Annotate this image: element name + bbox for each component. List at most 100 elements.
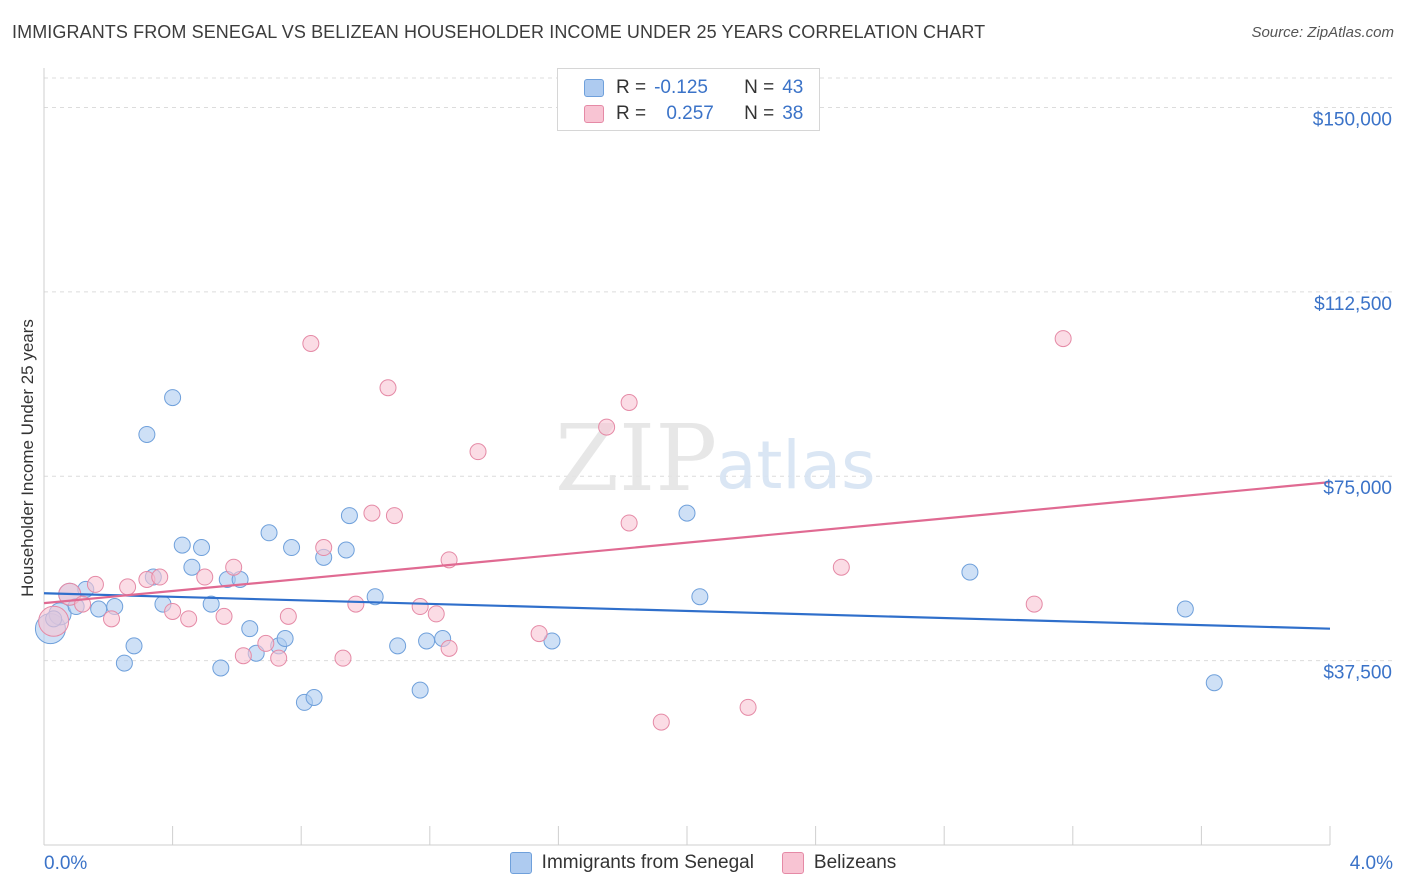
belizean-point	[334, 649, 352, 667]
senegal-point	[125, 637, 143, 655]
senegal-point	[173, 536, 191, 554]
senegal-swatch	[584, 79, 604, 97]
senegal-legend-swatch	[509, 852, 532, 874]
senegal-point	[202, 595, 220, 613]
watermark-atlas: atlas	[716, 427, 876, 504]
senegal-point	[283, 539, 301, 557]
y-tick-label: $112,500	[1314, 294, 1392, 315]
belizean-point	[1054, 330, 1072, 348]
senegal-point	[164, 389, 182, 407]
belizean-point	[196, 568, 214, 586]
y-tick-label: $150,000	[1313, 109, 1392, 130]
senegal-point	[1176, 600, 1194, 618]
legend-item-belizeans[interactable]: Belizeans	[781, 852, 897, 874]
senegal-point	[678, 504, 696, 522]
n-value: 43	[782, 77, 804, 98]
stats-row-belizeans: R = 0.257 N = 38	[584, 103, 803, 125]
trend-lines	[43, 481, 1331, 630]
watermark: ZIP atlas	[555, 405, 876, 512]
belizean-point	[257, 634, 275, 652]
senegal-point	[691, 588, 709, 606]
r-label: R =	[616, 77, 647, 98]
y-axis-label: Householder Income Under 25 years	[18, 319, 37, 597]
senegal-trend-line	[43, 592, 1331, 630]
chart-title: IMMIGRANTS FROM SENEGAL VS BELIZEAN HOUS…	[12, 22, 986, 42]
belizean-trend-line	[43, 481, 1331, 605]
belizean-point	[164, 602, 182, 620]
tick-labels: $37,500 $75,000 $112,500 $150,000 0.0% 4.0%	[44, 109, 1393, 874]
x-tick-label: 0.0%	[44, 853, 87, 874]
senegal-point	[543, 632, 561, 650]
belizean-point	[652, 713, 670, 731]
belizean-point	[119, 578, 137, 596]
belizean-point	[427, 605, 445, 623]
n-label: N =	[744, 103, 775, 124]
senegal-point	[340, 507, 358, 525]
belizean-point	[598, 418, 616, 436]
belizean-point	[225, 558, 243, 576]
senegal-point	[337, 541, 355, 559]
senegal-point	[138, 425, 156, 443]
stats-row-senegal: R = -0.125 N = 43	[584, 77, 803, 99]
belizean-point	[151, 568, 169, 586]
senegal-point	[212, 659, 230, 677]
series-legend: Immigrants from Senegal Belizeans	[0, 852, 1406, 874]
x-tick-label: 4.0%	[1350, 853, 1393, 874]
belizean-point	[832, 558, 850, 576]
belizean-point	[347, 595, 365, 613]
senegal-point	[305, 688, 323, 706]
belizeans-swatch	[584, 105, 604, 123]
senegal-point	[366, 588, 384, 606]
senegal-point	[389, 637, 407, 655]
belizean-point	[215, 607, 233, 625]
belizean-point	[1025, 595, 1043, 613]
belizean-point	[86, 575, 104, 593]
r-value: -0.125	[654, 77, 708, 98]
belizean-point	[385, 507, 403, 525]
belizean-point	[739, 698, 757, 716]
belizean-point	[620, 514, 638, 532]
n-value: 38	[782, 103, 804, 124]
belizean-point	[234, 647, 252, 665]
senegal-point	[193, 539, 211, 557]
grid-lines	[44, 77, 1395, 662]
y-tick-label: $37,500	[1323, 663, 1392, 684]
belizean-point	[620, 393, 638, 411]
stats-legend: R = -0.125 N = 43 R = 0.257 N = 38	[557, 68, 820, 131]
legend-label-belizeans: Belizeans	[813, 852, 897, 873]
r-value: 0.257	[666, 103, 714, 124]
belizean-point	[279, 607, 297, 625]
watermark-zip: ZIP	[555, 405, 717, 512]
belizean-point	[411, 598, 429, 616]
senegal-point	[260, 524, 278, 542]
belizeans-legend-swatch	[781, 852, 804, 874]
y-tick-label: $75,000	[1323, 478, 1392, 499]
data-points	[34, 330, 1223, 731]
belizean-point	[363, 504, 381, 522]
senegal-point	[961, 563, 979, 581]
belizean-point	[379, 379, 397, 397]
belizean-point	[38, 605, 70, 637]
senegal-point	[418, 632, 436, 650]
senegal-point	[115, 654, 133, 672]
belizean-point	[469, 443, 487, 461]
belizean-point	[530, 625, 548, 643]
r-label: R =	[616, 103, 647, 124]
n-label: N =	[744, 77, 775, 98]
senegal-point	[1205, 674, 1223, 692]
belizean-point	[315, 539, 333, 557]
senegal-point	[241, 620, 259, 638]
senegal-point	[276, 629, 294, 647]
belizean-point	[270, 649, 288, 667]
senegal-point	[411, 681, 429, 699]
belizean-point	[440, 639, 458, 657]
source-credit: Source: ZipAtlas.com	[1251, 24, 1394, 41]
belizean-point	[180, 610, 198, 628]
legend-label-senegal: Immigrants from Senegal	[541, 852, 754, 873]
axes	[43, 68, 1331, 846]
legend-item-senegal[interactable]: Immigrants from Senegal	[509, 852, 754, 874]
belizean-point	[103, 610, 121, 628]
senegal-point	[183, 558, 201, 576]
belizean-point	[302, 334, 320, 352]
